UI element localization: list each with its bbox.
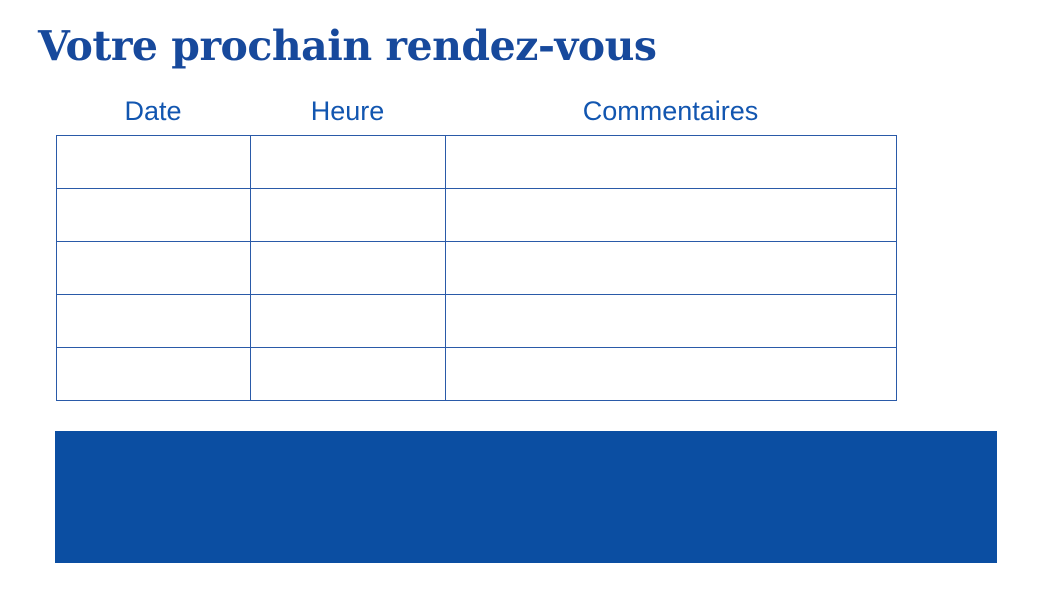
cell-date[interactable] — [56, 294, 251, 348]
cell-commentaires[interactable] — [445, 135, 897, 189]
cell-heure[interactable] — [250, 294, 446, 348]
cell-date[interactable] — [56, 347, 251, 401]
cell-commentaires[interactable] — [445, 347, 897, 401]
appointments-table — [56, 135, 897, 401]
table-row — [56, 294, 897, 348]
table-row — [56, 347, 897, 401]
table-header-row: Date Heure Commentaires — [56, 94, 896, 128]
cell-heure[interactable] — [250, 347, 446, 401]
cell-date[interactable] — [56, 135, 251, 189]
cell-heure[interactable] — [250, 135, 446, 189]
cell-commentaires[interactable] — [445, 294, 897, 348]
column-header-commentaires: Commentaires — [582, 96, 759, 126]
table-row — [56, 135, 897, 189]
cell-heure[interactable] — [250, 241, 446, 295]
table-row — [56, 241, 897, 295]
cell-heure[interactable] — [250, 188, 446, 242]
column-header-heure: Heure — [310, 96, 385, 126]
page-title: Votre prochain rendez-vous — [38, 22, 657, 70]
cell-date[interactable] — [56, 188, 251, 242]
cell-commentaires[interactable] — [445, 241, 897, 295]
cell-commentaires[interactable] — [445, 188, 897, 242]
bottom-banner — [55, 431, 997, 563]
column-header-date: Date — [124, 96, 182, 126]
table-row — [56, 188, 897, 242]
cell-date[interactable] — [56, 241, 251, 295]
